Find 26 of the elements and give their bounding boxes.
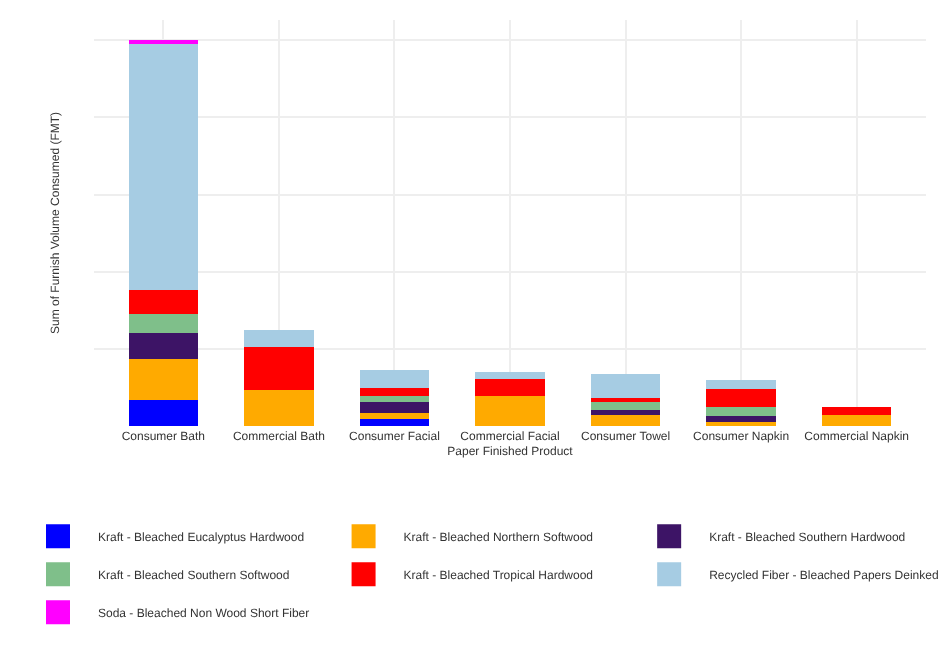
bar (128, 332, 198, 359)
bar (475, 371, 545, 380)
bar (475, 395, 545, 426)
bar (359, 418, 430, 426)
bar (359, 396, 430, 403)
bar (359, 402, 430, 413)
bar (128, 43, 198, 290)
bar (706, 379, 776, 389)
bar (359, 412, 430, 419)
bar (590, 414, 661, 426)
bar (822, 407, 892, 415)
bar (475, 379, 545, 396)
bar (706, 415, 776, 422)
bar (128, 399, 198, 426)
bar (128, 358, 198, 400)
bar (128, 314, 198, 333)
bar (822, 414, 892, 426)
bar (706, 407, 776, 416)
bar (590, 374, 661, 398)
bar (244, 389, 314, 426)
bar (359, 369, 430, 389)
bar (359, 388, 430, 397)
bar (706, 388, 776, 408)
bar (128, 289, 198, 315)
bar (244, 346, 314, 390)
bar (244, 329, 314, 347)
